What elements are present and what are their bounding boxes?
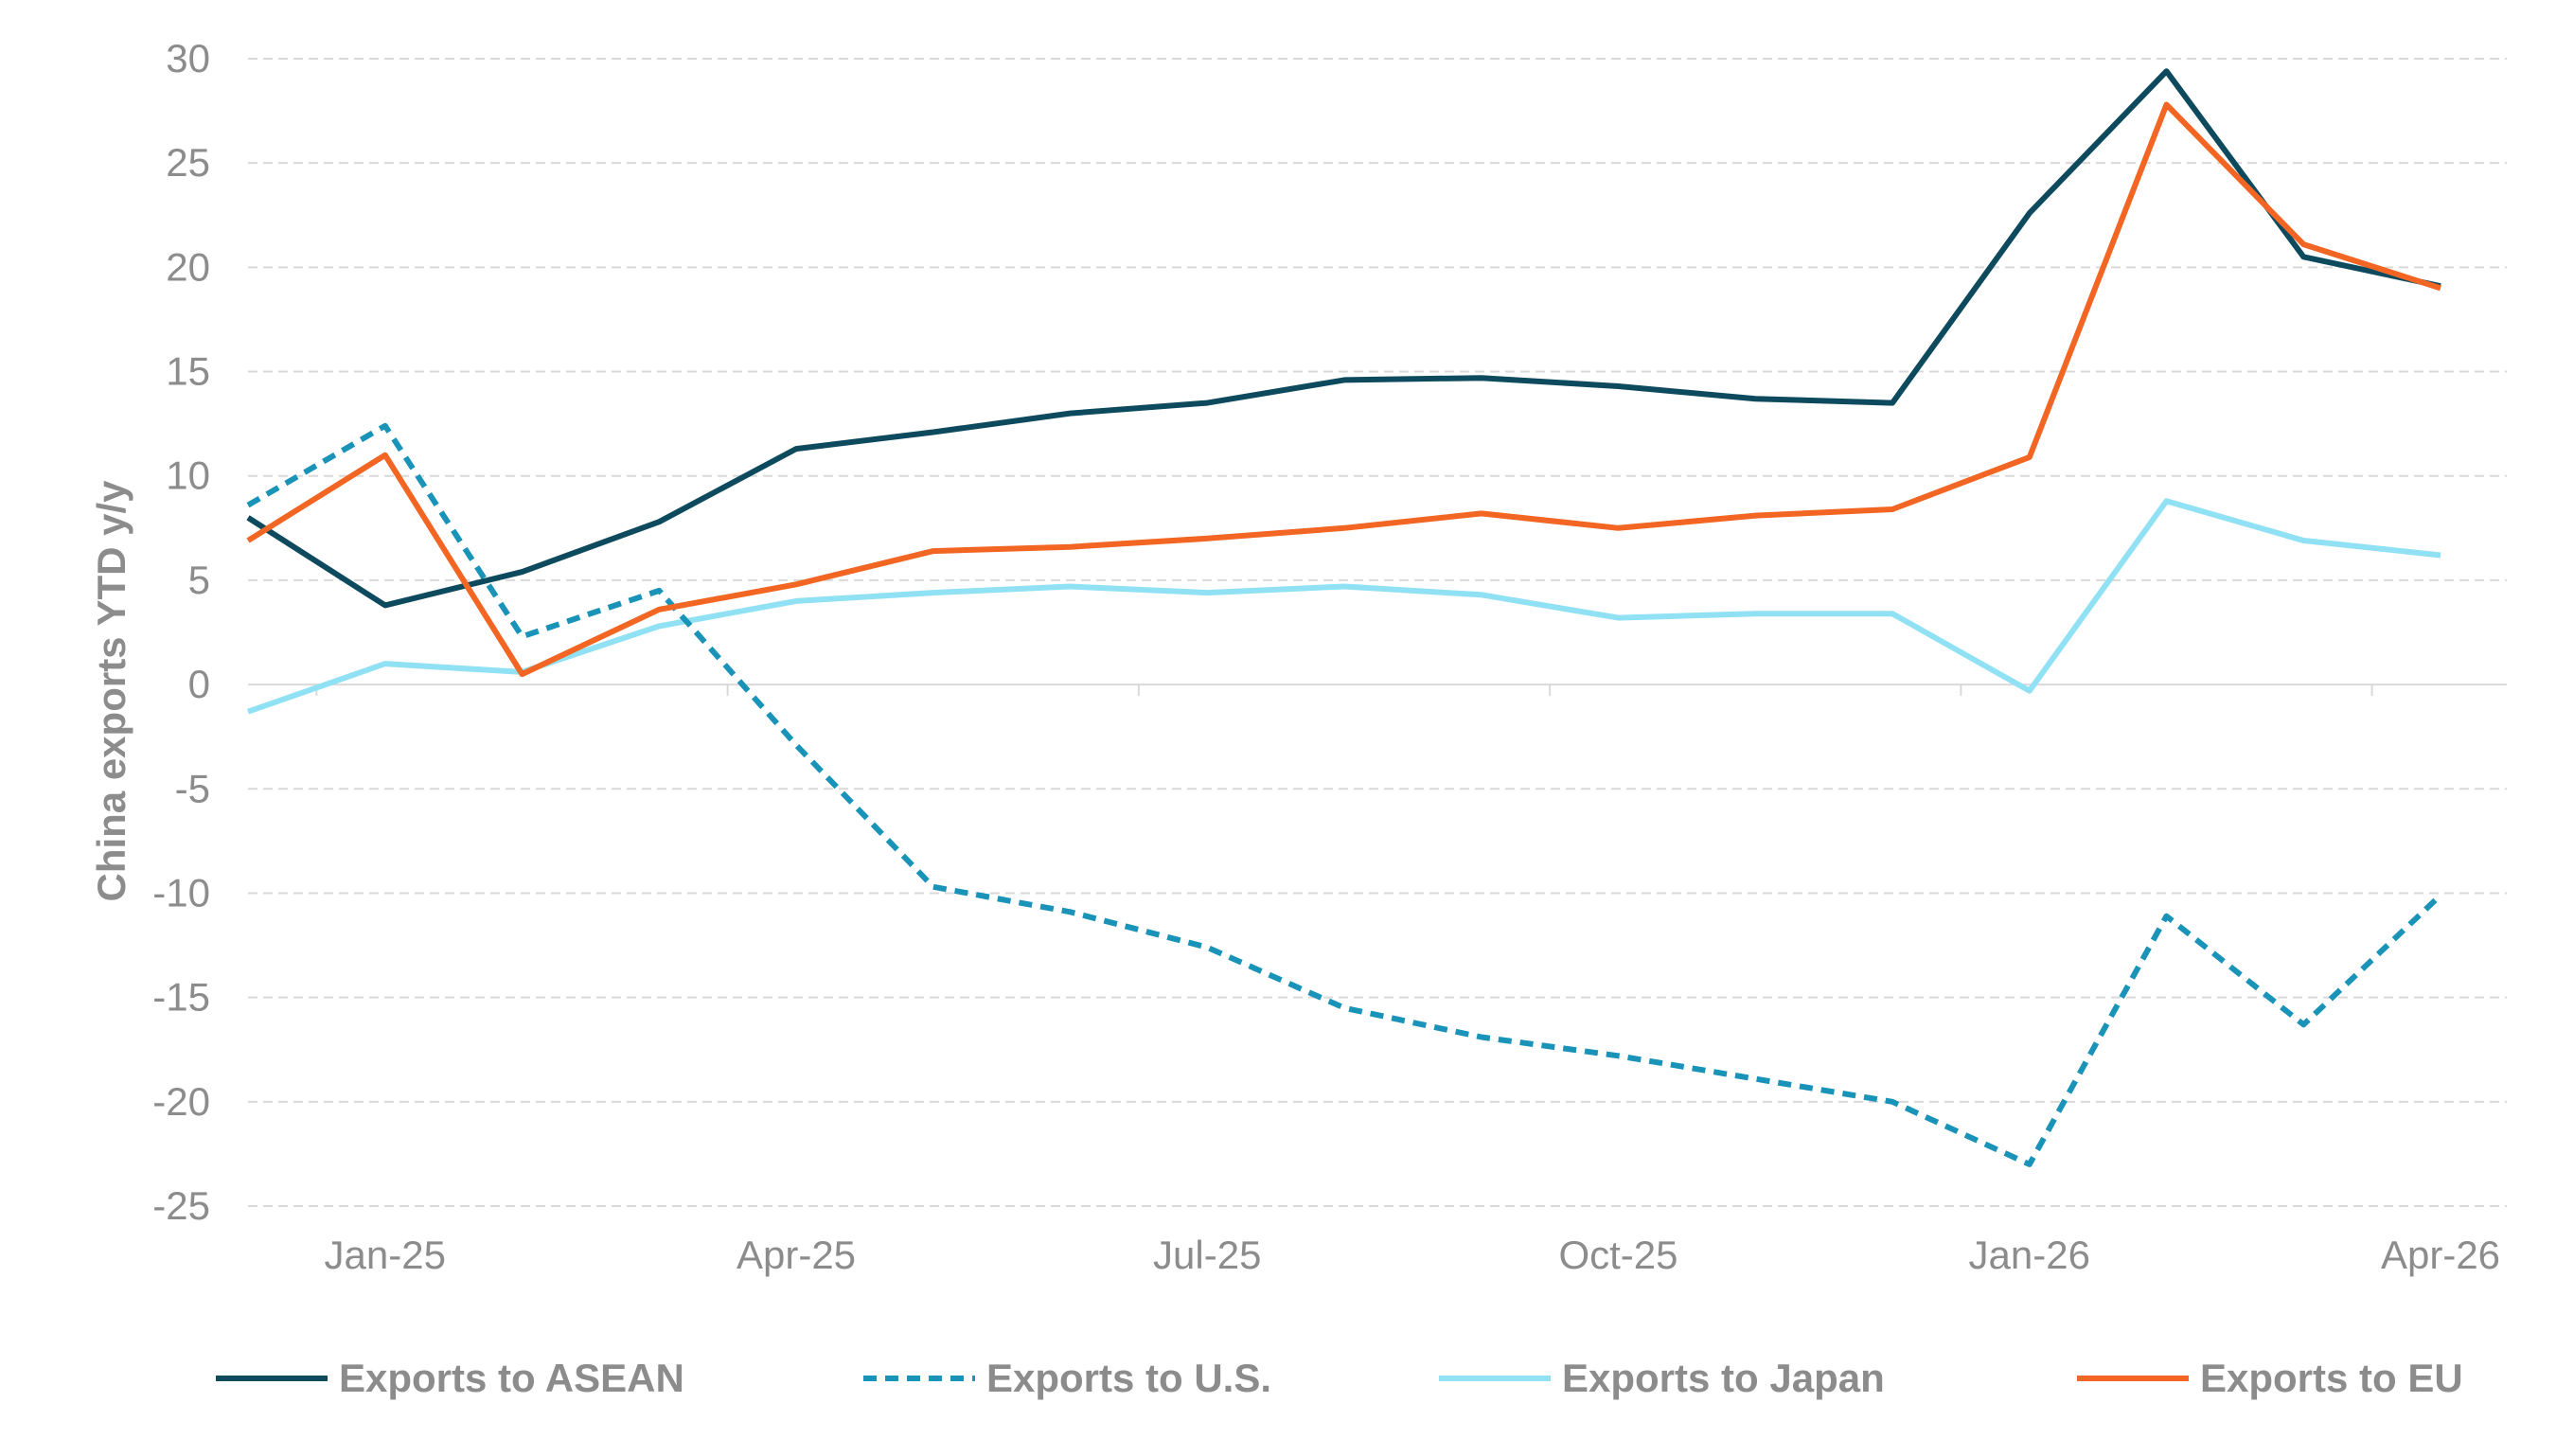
- legend-label: Exports to EU: [2200, 1356, 2463, 1400]
- legend-item-exports-to-asean: Exports to ASEAN: [216, 1356, 684, 1400]
- legend: Exports to ASEAN Exports to U.S. Exports t…: [216, 1356, 2463, 1400]
- y-tick-label: 25: [166, 140, 210, 185]
- y-tick-label: 0: [188, 662, 210, 706]
- legend-label: Exports to Japan: [1562, 1356, 1885, 1400]
- x-tick-label: Oct-25: [1558, 1233, 1678, 1277]
- legend-item-exports-to-japan: Exports to Japan: [1439, 1356, 1885, 1400]
- axes: [248, 684, 2507, 697]
- series-line-exports-to-u-s: [246, 422, 2443, 1167]
- y-tick-label: 20: [166, 244, 210, 289]
- series-line-exports-to-japan: [247, 498, 2441, 715]
- tick-labels: 30 25 20 15 10 5 0 -5 -10 -15 -20 -25 Jan-25 Apr-25 Ju…: [152, 36, 2500, 1277]
- y-tick-label: -20: [152, 1079, 210, 1124]
- legend-label: Exports to ASEAN: [339, 1356, 684, 1400]
- legend-label: Exports to U.S.: [986, 1356, 1271, 1400]
- y-tick-label: -5: [175, 766, 210, 810]
- y-axis-title: China exports YTD y/y: [89, 480, 133, 902]
- series-line-exports-to-eu: [246, 101, 2441, 678]
- x-tick-label: Apr-25: [737, 1233, 856, 1277]
- x-tick-label: Apr-26: [2381, 1233, 2500, 1277]
- y-tick-label: -10: [152, 870, 210, 914]
- legend-item-exports-to-eu: Exports to EU: [2077, 1356, 2463, 1400]
- y-tick-label: -15: [152, 975, 210, 1020]
- y-tick-label: 5: [188, 558, 210, 602]
- x-tick-label: Jul-25: [1153, 1233, 1261, 1277]
- series-line-exports-to-asean: [246, 68, 2441, 609]
- series-lines: [246, 68, 2443, 1167]
- x-tick-label: Jan-26: [1969, 1233, 2090, 1277]
- y-tick-label: -25: [152, 1183, 210, 1228]
- gridlines: [248, 58, 2507, 1207]
- y-tick-label: 30: [166, 36, 210, 80]
- y-tick-label: 15: [166, 349, 210, 394]
- legend-item-exports-to-u-s: Exports to U.S.: [863, 1356, 1271, 1400]
- x-tick-label: Jan-25: [325, 1233, 446, 1277]
- y-tick-label: 10: [166, 453, 210, 498]
